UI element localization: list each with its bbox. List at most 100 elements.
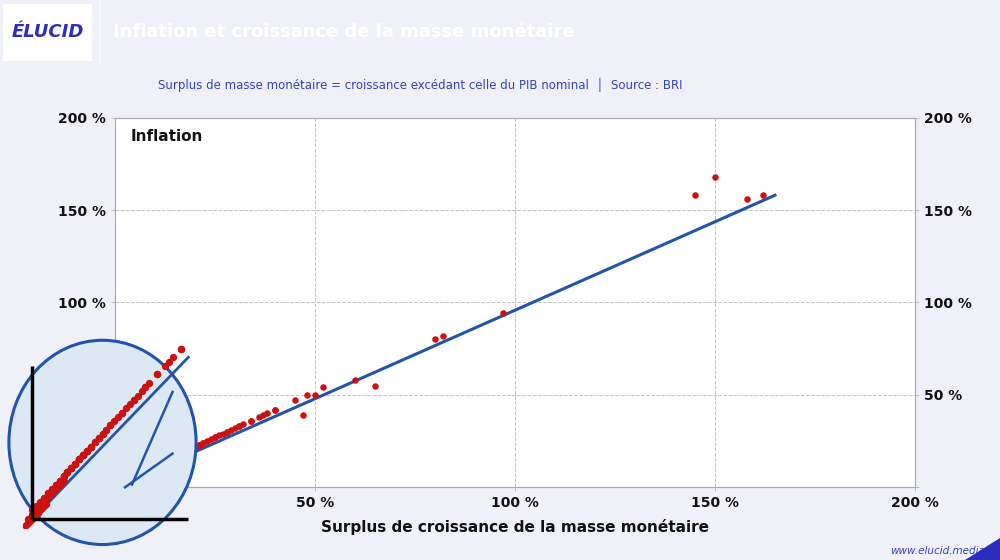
Point	[48, 485, 64, 494]
Point	[135, 466, 151, 475]
Point	[127, 470, 143, 479]
Point	[235, 420, 251, 429]
Point	[75, 451, 91, 460]
Point	[114, 408, 130, 417]
Point	[67, 459, 83, 468]
Point	[123, 475, 139, 484]
Point	[56, 472, 72, 481]
Point	[203, 435, 219, 444]
Point	[139, 464, 155, 473]
Point	[175, 447, 191, 456]
Point	[111, 479, 127, 488]
Point	[40, 493, 56, 502]
Point	[435, 331, 451, 340]
Point	[36, 497, 52, 506]
Point	[143, 463, 159, 472]
Point	[147, 460, 163, 469]
Point	[147, 463, 163, 472]
Point	[215, 429, 231, 438]
Text: ÉLUCID: ÉLUCID	[11, 23, 84, 41]
Point	[139, 464, 155, 473]
Point	[147, 460, 163, 469]
Point	[56, 476, 72, 485]
Point	[171, 450, 187, 459]
Point	[24, 510, 40, 519]
Point	[123, 474, 139, 483]
Point	[127, 470, 143, 479]
Point	[183, 444, 199, 453]
Point	[231, 422, 247, 431]
Point	[191, 440, 207, 449]
Point	[20, 519, 36, 528]
Point	[149, 370, 165, 379]
Point	[32, 506, 48, 515]
Point	[367, 381, 383, 390]
Point	[167, 451, 183, 460]
Point	[259, 409, 275, 418]
Point	[123, 472, 139, 480]
Point	[143, 463, 159, 472]
Point	[161, 357, 177, 366]
Point	[175, 447, 191, 456]
Point	[119, 475, 135, 484]
Point	[67, 459, 83, 468]
Point	[119, 477, 135, 486]
Point	[171, 450, 187, 459]
Point	[98, 425, 114, 434]
Point	[36, 497, 52, 506]
Point	[98, 425, 114, 434]
Point	[122, 400, 138, 409]
Point	[267, 405, 283, 414]
Point	[172, 344, 188, 353]
Point	[151, 459, 167, 468]
Point	[87, 438, 103, 447]
Point	[110, 412, 126, 421]
Point	[114, 408, 130, 417]
Point	[115, 477, 131, 486]
Point	[94, 430, 111, 438]
Point	[179, 446, 195, 455]
Point	[36, 493, 52, 502]
Point	[195, 438, 211, 447]
Point	[151, 459, 167, 468]
Point	[287, 396, 303, 405]
Point	[113, 480, 129, 489]
Point	[171, 450, 187, 459]
Point	[130, 391, 146, 400]
Point	[48, 480, 64, 489]
Point	[155, 457, 171, 466]
Point	[38, 500, 54, 508]
Point	[34, 504, 50, 513]
Point	[267, 405, 283, 414]
Point	[94, 430, 111, 438]
Point	[135, 466, 151, 475]
Point	[155, 457, 171, 466]
Text: Inflation: Inflation	[131, 129, 203, 144]
Point	[195, 438, 211, 447]
Point	[175, 447, 191, 456]
Point	[75, 451, 91, 460]
Point	[79, 446, 95, 455]
Point	[495, 309, 511, 318]
Point	[141, 379, 157, 388]
Point	[52, 476, 68, 485]
Point	[231, 422, 247, 431]
Point	[707, 172, 723, 181]
Point	[52, 476, 68, 485]
Point	[83, 442, 99, 451]
Point	[56, 472, 72, 481]
Point	[75, 451, 91, 460]
Point	[131, 468, 147, 477]
Point	[94, 430, 111, 438]
Point	[147, 460, 163, 469]
Point	[243, 416, 259, 425]
Point	[163, 453, 179, 462]
Point	[299, 390, 315, 399]
Point	[143, 463, 159, 472]
Point	[135, 468, 151, 477]
Point	[127, 472, 143, 480]
Point	[207, 433, 223, 442]
Point	[59, 468, 75, 477]
Point	[91, 433, 107, 442]
Point	[115, 475, 131, 484]
